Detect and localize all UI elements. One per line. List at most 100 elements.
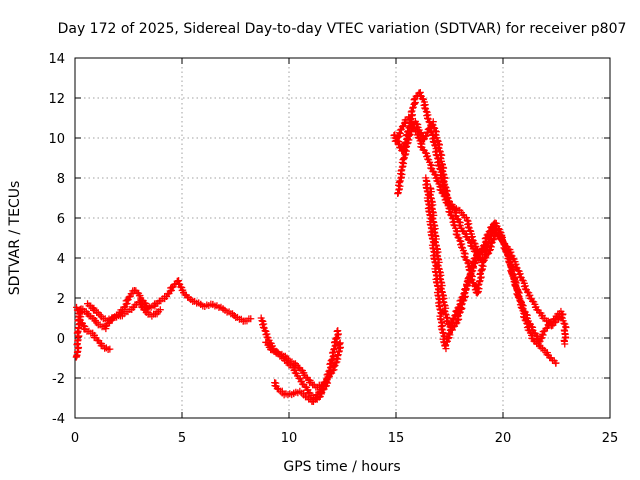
data-point <box>324 379 332 387</box>
data-point <box>330 362 338 370</box>
data-point <box>557 313 565 321</box>
series-arc-2 <box>73 303 114 353</box>
y-tick-label: 2 <box>57 292 65 307</box>
grid-lines <box>75 58 610 418</box>
data-point <box>560 319 568 327</box>
data-point <box>452 320 460 328</box>
data-point <box>513 285 521 293</box>
y-tick-label: 0 <box>57 332 65 347</box>
data-point <box>472 251 480 259</box>
y-axis-label: SDTVAR / TECUs <box>7 181 23 296</box>
series-arc-11 <box>426 184 482 334</box>
data-point <box>458 301 466 309</box>
data-point <box>474 251 482 259</box>
x-tick-label: 15 <box>388 431 405 446</box>
data-point <box>517 298 525 306</box>
data-point <box>466 227 474 235</box>
data-point <box>514 292 522 300</box>
data-point <box>156 306 164 314</box>
data-point <box>465 274 473 282</box>
data-point <box>464 223 472 231</box>
data-point <box>487 239 495 247</box>
x-tick-label: 0 <box>71 431 79 446</box>
data-point <box>459 297 467 305</box>
data-point <box>328 349 336 357</box>
data-point <box>561 340 569 348</box>
data-point <box>488 224 496 232</box>
data-point <box>430 124 438 132</box>
data-point <box>441 183 449 191</box>
data-point <box>436 147 444 155</box>
data-point <box>463 277 471 285</box>
x-tick-label: 5 <box>178 431 186 446</box>
y-tick-label: -4 <box>52 412 65 427</box>
data-point <box>424 114 431 122</box>
data-point <box>486 246 494 254</box>
data-point <box>407 108 415 116</box>
y-tick-label: 8 <box>57 172 65 187</box>
data-point <box>402 143 410 151</box>
data-point <box>434 144 442 152</box>
data-point <box>332 359 340 367</box>
y-tick-label: 4 <box>57 252 65 267</box>
y-tick-label: 14 <box>48 52 65 67</box>
data-point <box>334 327 342 335</box>
series-arc-9 <box>394 117 570 348</box>
data-point <box>405 131 413 139</box>
series-arc-3 <box>84 298 164 325</box>
data-point <box>333 327 341 335</box>
data-points <box>72 88 570 406</box>
data-point <box>501 246 509 254</box>
data-point <box>247 315 255 323</box>
data-point <box>259 323 267 331</box>
data-point <box>428 120 436 128</box>
data-point <box>327 357 335 365</box>
data-point <box>443 193 451 201</box>
data-point <box>508 269 516 277</box>
data-point <box>409 104 417 112</box>
x-tick-label: 25 <box>602 431 619 446</box>
x-axis-label: GPS time / hours <box>283 459 400 475</box>
data-point <box>484 250 492 258</box>
y-tick-label: 10 <box>48 132 65 147</box>
data-point <box>511 282 519 290</box>
y-tick-label: -2 <box>52 372 65 387</box>
data-point <box>421 104 429 112</box>
data-point <box>552 359 560 367</box>
data-point <box>460 290 468 298</box>
data-point <box>400 119 408 127</box>
data-point <box>510 275 518 283</box>
data-point <box>106 345 114 353</box>
data-point <box>442 190 450 198</box>
y-tick-labels: -4 -2 0 2 4 6 8 10 12 14 <box>48 52 65 427</box>
data-point <box>466 266 474 274</box>
series-arc-6 <box>271 378 332 406</box>
y-tick-label: 12 <box>48 92 65 107</box>
data-point <box>323 378 331 386</box>
y-tick-label: 6 <box>57 212 65 227</box>
data-point <box>445 330 453 338</box>
data-point <box>507 262 515 270</box>
data-point <box>467 263 475 271</box>
data-point <box>505 258 513 266</box>
series-arc-5 <box>262 338 344 391</box>
data-point <box>504 252 512 260</box>
data-point <box>400 155 408 163</box>
x-tick-label: 20 <box>495 431 512 446</box>
axis-ticks <box>74 57 611 419</box>
data-point <box>431 130 439 138</box>
data-point <box>328 356 336 364</box>
x-tick-labels: 0 5 10 15 20 25 <box>71 431 618 446</box>
data-point <box>407 128 415 136</box>
data-point <box>443 338 451 346</box>
data-point <box>441 342 449 350</box>
plot-frame <box>74 57 611 419</box>
data-point <box>332 334 340 342</box>
data-point <box>462 286 470 294</box>
data-point <box>455 309 463 317</box>
data-point <box>332 335 340 343</box>
data-point <box>330 346 338 354</box>
data-point <box>75 309 83 317</box>
chart-title: Day 172 of 2025, Sidereal Day-to-day VTE… <box>58 21 627 37</box>
